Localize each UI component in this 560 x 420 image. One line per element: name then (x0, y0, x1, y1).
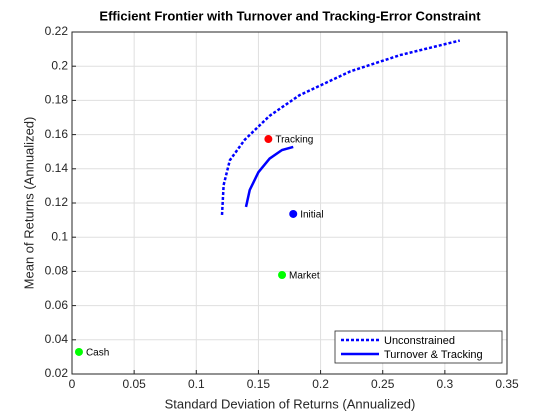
line (244, 145, 294, 208)
x-tick-label: 0.35 (495, 377, 519, 391)
y-tick-label: 0.16 (45, 127, 69, 141)
legend-label: Turnover & Tracking (384, 349, 483, 361)
legend-box (334, 330, 503, 364)
x-tick-label: 0.3 (437, 377, 454, 391)
y-tick-label: 0.14 (45, 161, 69, 175)
line (220, 39, 461, 216)
x-tick-label: 0.1 (188, 377, 205, 391)
y-tick-label: 0.1 (51, 229, 68, 243)
x-axis-label: Standard Deviation of Returns (Annualize… (165, 396, 416, 411)
point-label: Initial (300, 210, 323, 221)
y-tick-label: 0.18 (45, 93, 69, 107)
y-tick-label: 0.06 (45, 298, 69, 312)
y-tick-label: 0.08 (45, 264, 69, 278)
y-tick-label: 0.22 (45, 24, 69, 38)
point-label: Market (289, 271, 320, 282)
legend-label: Unconstrained (384, 335, 455, 347)
y-tick-label: 0.02 (45, 366, 69, 380)
point (74, 347, 83, 356)
point (289, 209, 298, 218)
y-tick-label: 0.04 (45, 332, 69, 346)
point (264, 135, 273, 144)
x-tick-label: 0.15 (247, 377, 271, 391)
point-label: Tracking (275, 135, 313, 146)
x-tick-label: 0.25 (371, 377, 395, 391)
point (278, 270, 287, 279)
plot-frame (71, 31, 508, 375)
x-tick-label: 0.2 (312, 377, 329, 391)
y-tick-label: 0.12 (45, 195, 69, 209)
chart-title: Efficient Frontier with Turnover and Tra… (99, 8, 481, 23)
point-label: Cash (86, 348, 109, 359)
x-tick-label: 0.05 (122, 377, 146, 391)
y-tick-label: 0.2 (51, 58, 68, 72)
x-tick-label: 0 (69, 377, 76, 391)
y-axis-label: Mean of Returns (Annualized) (21, 117, 36, 290)
